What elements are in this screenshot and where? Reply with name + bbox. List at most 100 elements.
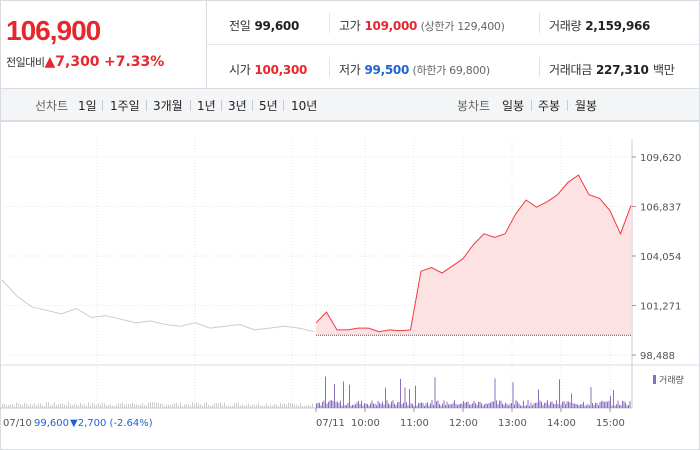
volume-bar [377,400,379,408]
volume-bar [2,404,3,408]
volume-bar [604,402,605,408]
amount-unit: 백만 [653,63,675,77]
volume-bar [144,405,145,408]
volume-bar [415,385,416,408]
volume-bar [30,404,31,408]
volume-bar [536,402,538,408]
volume-bar [28,405,29,408]
volume-bar [124,404,125,408]
volume-bar [212,405,213,408]
volume-bar [380,403,382,408]
stat-value: 99,600 [254,19,299,33]
volume-bar [412,403,413,408]
volume-bar [70,404,71,408]
volume-bar [578,405,580,408]
volume-bar [86,405,87,408]
volume-bar [282,404,283,408]
volume-bar [138,404,139,408]
volume-bar [554,404,556,408]
volume-bar [581,404,583,408]
volume-bar [280,402,281,408]
volume-bar [214,403,215,408]
volume-legend-swatch [653,375,656,384]
candle-monthly[interactable]: 월봉 [575,99,598,113]
volume-bar [575,403,577,408]
volume-bar [148,402,149,408]
volume-bar [367,404,368,408]
volume-bar [160,403,161,408]
volume-bar [605,401,607,408]
x-tick-label: 10:00 [351,418,380,429]
volume-bar [234,403,235,408]
period-1d[interactable]: 1일 [78,99,97,113]
x-tick-label: 12:00 [449,418,478,429]
volume-bar [391,401,392,408]
volume-bar [497,404,499,408]
period-5y[interactable]: 5년 [259,99,278,113]
volume-bar [20,404,21,408]
stat-value: 2,159,966 [585,19,651,33]
volume-bar [506,403,508,408]
period-1w[interactable]: 1주일 [110,99,140,113]
candle-weekly[interactable]: 주봉 [538,99,561,113]
volume-bar [24,402,25,408]
volume-bar [430,403,431,408]
period-3m[interactable]: 3개월 [153,99,183,113]
lower-limit: (하한가 69,800) [412,64,491,77]
volume-bars [2,376,631,408]
volume-bar [180,402,181,408]
volume-bar [310,405,311,408]
volume-bar [494,378,496,408]
x-tick-label: 11:00 [400,418,429,429]
volume-bar [268,405,269,408]
volume-bar [451,404,452,408]
volume-bar [437,400,439,408]
volume-bar [170,405,171,408]
volume-bar [482,405,484,408]
divider [221,100,222,111]
volume-bar [178,404,179,408]
volume-bar [403,402,404,408]
volume-bar [404,387,406,408]
y-tick-label: 98,488 [640,351,675,362]
volume-bar [614,405,616,408]
period-3y[interactable]: 3년 [228,99,247,113]
volume-bar [316,403,317,408]
volume-bar [409,389,410,408]
volume-bar [616,404,617,408]
volume-bar [385,387,386,408]
volume-bar [607,401,608,408]
volume-bar [130,404,131,408]
volume-bar [544,403,545,408]
volume-bar [62,403,63,408]
volume-bar [538,389,539,408]
volume-bar [334,383,335,408]
price-chart[interactable]: 109,620 106,837 104,054 101,271 98,488 07/11… [0,121,700,450]
divider [102,100,103,111]
volume-bar [395,405,397,408]
volume-bar [434,377,436,408]
volume-bar [461,403,463,408]
volume-bar [306,405,307,408]
volume-bar [517,401,518,408]
volume-bar [96,405,97,408]
candle-daily[interactable]: 일봉 [502,99,525,113]
volume-bar [14,405,15,408]
volume-bar [488,403,490,408]
volume-bar [382,401,383,408]
line-chart-label: 선차트 [35,99,69,113]
candle-chart-label: 봉차트 [457,99,491,113]
volume-bar [196,402,197,408]
period-1y[interactable]: 1년 [197,99,216,113]
volume-bar [470,404,472,408]
volume-bar [298,405,299,408]
volume-bar [526,404,527,408]
volume-bar [226,405,227,408]
volume-bar [162,403,163,408]
volume-bar [308,404,309,408]
volume-bar [368,405,370,408]
volume-bar [158,403,159,408]
volume-bar [467,401,469,408]
volume-bar [10,404,11,408]
period-10y[interactable]: 10년 [291,99,318,113]
